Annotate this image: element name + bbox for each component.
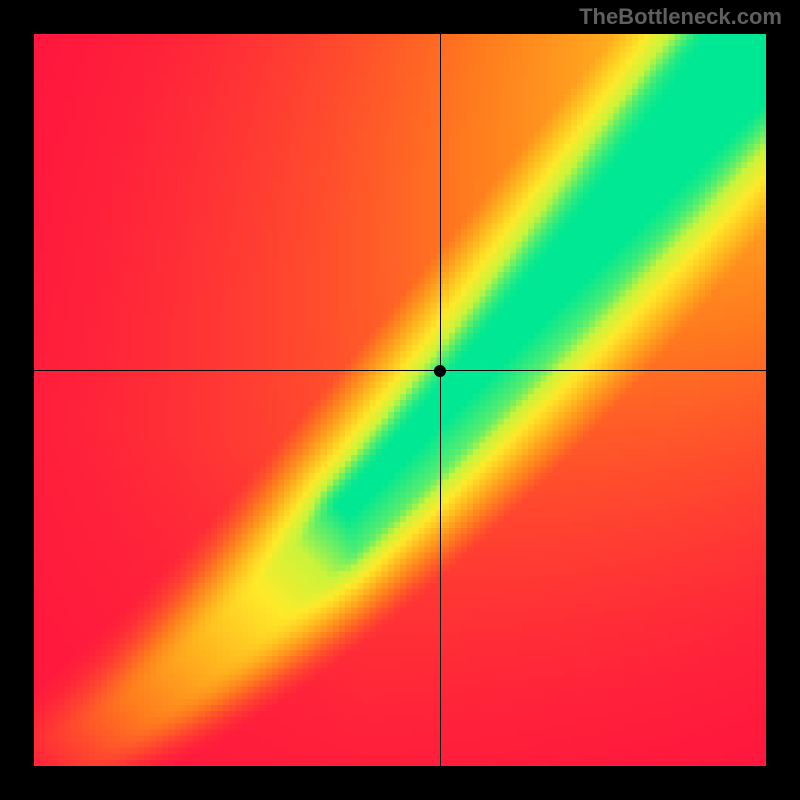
plot-area — [34, 34, 766, 766]
marker-dot — [434, 365, 446, 377]
crosshair-vertical — [440, 34, 441, 766]
attribution-label: TheBottleneck.com — [579, 4, 782, 30]
heatmap-canvas — [34, 34, 766, 766]
crosshair-horizontal — [34, 370, 766, 371]
chart-frame: TheBottleneck.com — [0, 0, 800, 800]
